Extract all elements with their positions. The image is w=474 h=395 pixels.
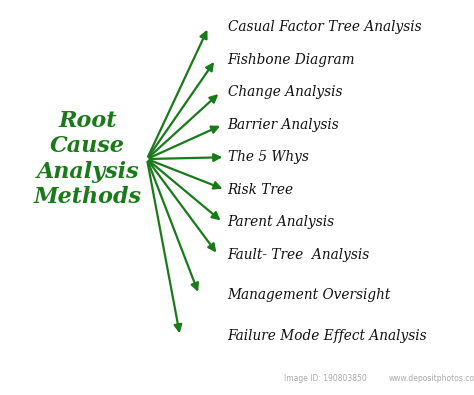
Text: Risk Tree: Risk Tree [228,183,294,197]
Text: Fishbone Diagram: Fishbone Diagram [228,53,355,67]
Text: Parent Analysis: Parent Analysis [228,215,335,229]
Text: Change Analysis: Change Analysis [228,85,342,99]
Text: Failure Mode Effect Analysis: Failure Mode Effect Analysis [228,329,427,343]
Text: Image ID: 190803850: Image ID: 190803850 [284,374,367,383]
Text: The 5 Whys: The 5 Whys [228,150,309,164]
Text: Fault- Tree  Analysis: Fault- Tree Analysis [228,248,370,262]
Text: Casual Factor Tree Analysis: Casual Factor Tree Analysis [228,20,421,34]
Text: www.depositphotos.com: www.depositphotos.com [389,374,474,383]
Text: Root
Cause
Analysis
Methods: Root Cause Analysis Methods [34,110,142,208]
Text: ⓘ depositphotos: ⓘ depositphotos [19,373,103,383]
Text: Barrier Analysis: Barrier Analysis [228,118,339,132]
Text: Management Oversight: Management Oversight [228,288,391,301]
